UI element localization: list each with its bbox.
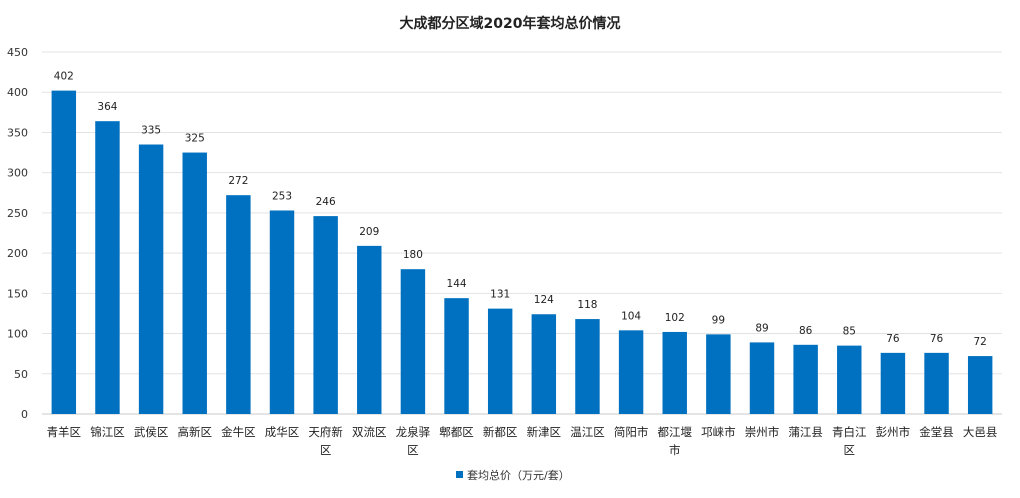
- x-tick-label: 区: [407, 443, 419, 457]
- data-label: 402: [54, 71, 74, 83]
- bar: [662, 331, 687, 414]
- y-tick-label: 100: [7, 328, 28, 341]
- x-tick-label: 大邑县: [963, 425, 998, 439]
- data-label: 144: [447, 278, 467, 290]
- y-tick-label: 50: [14, 368, 28, 381]
- data-label: 76: [930, 333, 944, 345]
- x-tick-label: 武侯区: [134, 425, 169, 439]
- data-label: 272: [228, 175, 248, 187]
- x-tick-label: 市: [669, 443, 681, 457]
- bar: [837, 345, 862, 414]
- data-label: 104: [621, 310, 641, 322]
- data-label: 85: [843, 326, 856, 338]
- x-tick-label: 简阳市: [614, 425, 649, 439]
- bar: [182, 152, 207, 415]
- x-tick-label: 区: [844, 443, 856, 457]
- data-label: 209: [359, 226, 379, 238]
- x-tick-label: 高新区: [177, 425, 212, 439]
- x-tick-label: 新都区: [483, 425, 518, 439]
- y-tick-label: 300: [7, 167, 28, 180]
- x-tick-label: 彭州市: [876, 425, 911, 439]
- bar: [880, 352, 906, 414]
- bar: [924, 352, 949, 414]
- bar: [95, 121, 120, 414]
- bar: [269, 210, 295, 414]
- y-tick-label: 450: [7, 46, 28, 59]
- bar: [444, 298, 469, 414]
- bar: [138, 144, 164, 414]
- data-label: 99: [712, 314, 725, 326]
- bar: [793, 344, 818, 414]
- bar: [706, 334, 731, 414]
- x-tick-label: 金牛区: [221, 425, 256, 439]
- legend-swatch: [456, 471, 463, 478]
- x-tick-label: 青羊区: [47, 425, 82, 439]
- data-label: 364: [97, 101, 117, 113]
- bar: [749, 342, 775, 414]
- data-label: 253: [272, 190, 292, 202]
- y-tick-label: 400: [7, 86, 28, 99]
- x-tick-label: 蒲江县: [788, 425, 823, 439]
- data-label: 131: [490, 289, 510, 301]
- x-tick-label: 金堂县: [919, 425, 954, 439]
- y-tick-label: 250: [7, 207, 28, 220]
- bar: [575, 319, 600, 414]
- data-labels: 402 364 335 325 272 253 246 209 180 144 131 124 118 1…: [54, 71, 987, 348]
- legend-label: 套均总价（万元/套）: [467, 468, 570, 482]
- x-tick-label: 青白江: [832, 425, 867, 439]
- data-label: 86: [799, 325, 813, 337]
- bar: [313, 216, 338, 414]
- bar: [531, 314, 557, 414]
- x-tick-label: 郫都区: [439, 425, 474, 439]
- data-label: 325: [185, 133, 205, 145]
- x-tick-label: 锦江区: [90, 425, 125, 439]
- data-label: 72: [973, 336, 986, 348]
- x-tick-label: 成华区: [265, 425, 300, 439]
- bar: [226, 195, 251, 414]
- data-label: 180: [403, 249, 423, 261]
- chart-title: 大成都分区域2020年套均总价情况: [400, 15, 621, 32]
- x-tick-label: 天府新: [308, 425, 343, 439]
- data-label: 246: [316, 196, 336, 208]
- y-axis: 0 50 100 150 200 250 300 350 400 450: [7, 46, 28, 421]
- legend: 套均总价（万元/套）: [456, 468, 570, 482]
- bar: [51, 90, 77, 414]
- data-label: 89: [755, 322, 768, 334]
- x-tick-label: 区: [320, 443, 332, 457]
- data-label: 124: [534, 294, 554, 306]
- bar: [618, 330, 644, 414]
- x-tick-label: 新津区: [527, 425, 562, 439]
- bar: [967, 356, 993, 414]
- bar: [487, 308, 513, 414]
- y-tick-label: 0: [21, 408, 28, 421]
- bars: [51, 90, 993, 415]
- y-tick-label: 150: [7, 287, 28, 300]
- data-label: 102: [665, 312, 685, 324]
- data-label: 335: [141, 125, 161, 137]
- data-label: 118: [577, 299, 597, 311]
- data-label: 76: [886, 333, 900, 345]
- x-tick-label: 双流区: [352, 425, 387, 439]
- bar: [357, 245, 382, 414]
- bar: [400, 269, 426, 414]
- y-tick-label: 200: [7, 247, 28, 260]
- x-tick-label: 龙泉驿: [396, 425, 431, 439]
- y-tick-label: 350: [7, 126, 28, 139]
- x-tick-label: 温江区: [570, 425, 605, 439]
- x-tick-label: 都江堰: [657, 425, 692, 439]
- x-tick-label: 崇州市: [745, 425, 780, 439]
- x-tick-label: 邛崃市: [701, 425, 736, 439]
